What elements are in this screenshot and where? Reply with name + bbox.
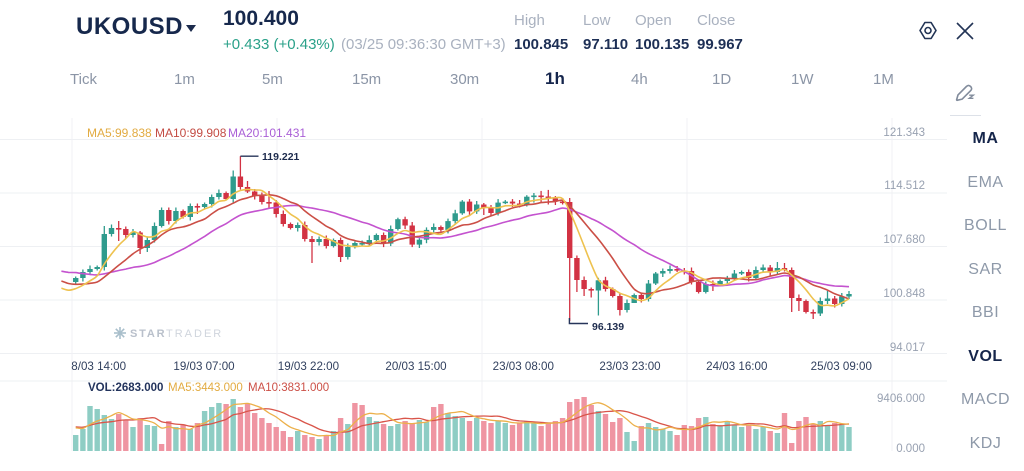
svg-text:23/03 08:00: 23/03 08:00: [493, 360, 554, 373]
svg-text:119.221: 119.221: [262, 151, 300, 163]
svg-text:0.000: 0.000: [896, 443, 925, 455]
svg-text:24/03 16:00: 24/03 16:00: [706, 360, 767, 373]
svg-text:9406.000: 9406.000: [877, 393, 925, 405]
svg-text:MA5:99.838: MA5:99.838: [87, 126, 152, 140]
svg-text:114.512: 114.512: [884, 180, 925, 192]
svg-text:107.680: 107.680: [883, 234, 925, 246]
svg-text:19/03 22:00: 19/03 22:00: [278, 360, 339, 373]
svg-text:23/03 23:00: 23/03 23:00: [599, 360, 660, 373]
svg-text:STAR: STAR: [130, 328, 166, 340]
svg-text:MA10:3831.000: MA10:3831.000: [248, 382, 329, 394]
svg-text:19/03 07:00: 19/03 07:00: [173, 360, 234, 373]
svg-text:25/03 09:00: 25/03 09:00: [811, 360, 872, 373]
svg-text:94.017: 94.017: [890, 342, 925, 354]
svg-text:20/03 15:00: 20/03 15:00: [385, 360, 446, 373]
svg-text:MA20:101.431: MA20:101.431: [228, 126, 306, 140]
svg-text:MA5:3443.000: MA5:3443.000: [168, 382, 243, 394]
svg-text:100.848: 100.848: [883, 288, 925, 300]
svg-text:TRADER: TRADER: [166, 328, 223, 340]
svg-text:8/03 14:00: 8/03 14:00: [71, 360, 126, 373]
svg-text:121.343: 121.343: [883, 127, 925, 139]
svg-text:96.139: 96.139: [592, 321, 624, 333]
svg-text:VOL:2683.000: VOL:2683.000: [88, 382, 163, 394]
svg-text:MA10:99.908: MA10:99.908: [155, 126, 227, 140]
